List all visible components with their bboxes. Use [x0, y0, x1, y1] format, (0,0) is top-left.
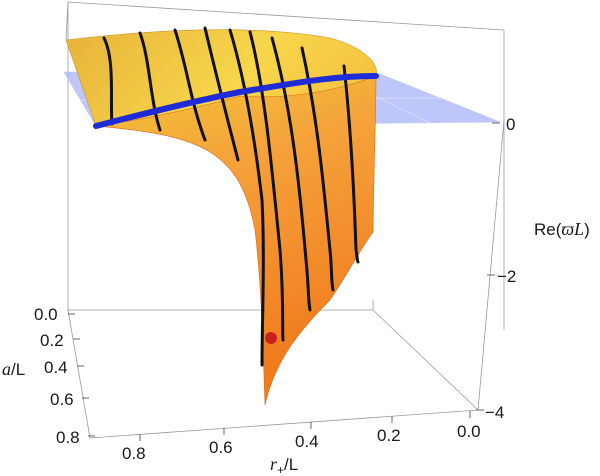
black-curve-2 [138, 31, 162, 132]
y-axis-label: a/L [2, 359, 25, 379]
black-curve-7 [270, 36, 312, 312]
bounding-box-front [65, 1, 505, 439]
z-tick-0: 0 [506, 115, 515, 134]
black-curve-6 [248, 30, 285, 342]
z-axis: 0 −2 −4 Re(ϖL) [476, 115, 590, 422]
black-curve-3 [173, 28, 207, 142]
x-tick-3: 0.2 [377, 426, 401, 445]
black-curve-1 [102, 36, 114, 126]
black-curve-8 [300, 46, 335, 292]
x-tick-4: 0.0 [457, 422, 481, 441]
x-tick-2: 0.4 [295, 432, 319, 451]
blue-zero-curve [93, 73, 379, 129]
y-tick-1: 0.2 [40, 331, 64, 350]
bounding-box-back [67, 1, 505, 411]
z-tick-1: −2 [497, 267, 516, 286]
z-axis-label: Re(ϖL) [534, 219, 590, 239]
y-tick-4: 0.8 [56, 428, 80, 447]
y-tick-2: 0.4 [44, 358, 68, 377]
black-curve-9 [342, 64, 360, 264]
y-tick-3: 0.6 [50, 390, 74, 409]
z-tick-2: −4 [485, 403, 504, 422]
black-curve-4 [203, 26, 240, 162]
x-tick-0: 0.8 [122, 444, 146, 463]
black-curve-5 [228, 28, 265, 367]
x-axis: 0.8 0.6 0.4 0.2 0.0 r+/L [122, 411, 481, 476]
x-axis-label: r+/L [270, 454, 298, 476]
x-tick-1: 0.6 [209, 438, 233, 457]
red-marker [265, 332, 277, 344]
black-curves [102, 26, 360, 367]
surface-sheet [95, 75, 377, 406]
y-axis: 0.0 0.2 0.4 0.6 0.8 a/L [2, 305, 95, 447]
y-tick-0: 0.0 [34, 305, 58, 324]
